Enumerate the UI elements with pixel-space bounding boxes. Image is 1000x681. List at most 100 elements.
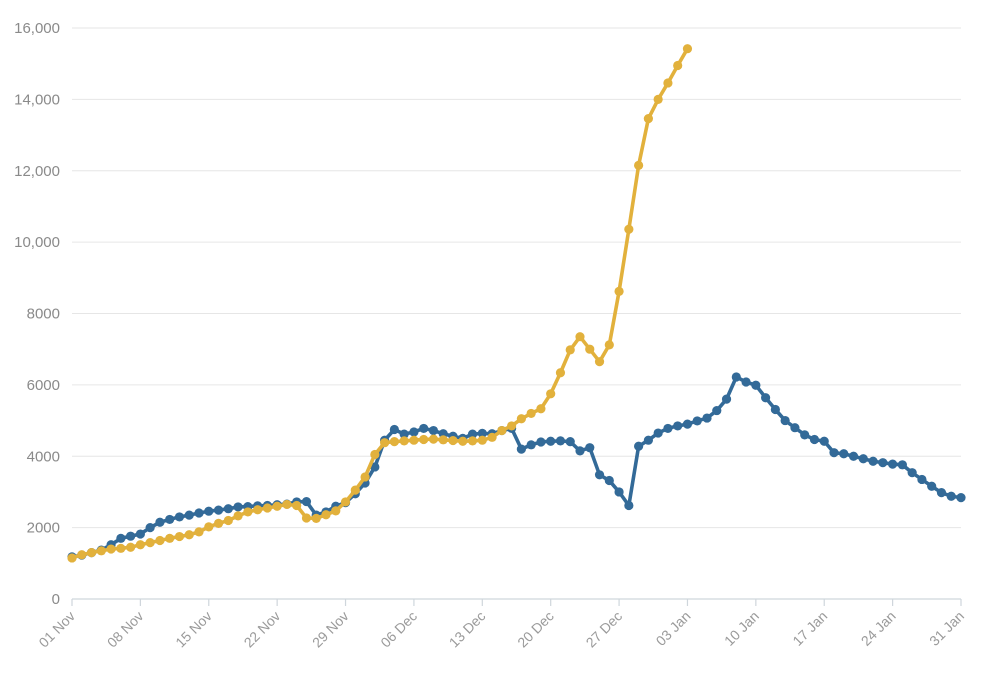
data-point: [800, 430, 810, 440]
y-tick-label: 4000: [27, 448, 60, 465]
data-point: [399, 429, 409, 439]
data-point: [448, 435, 458, 446]
data-point: [350, 485, 360, 495]
y-tick-label: 14,000: [14, 91, 60, 108]
x-tick-label: 13 Dec: [446, 608, 489, 651]
data-point: [585, 344, 595, 354]
data-point: [839, 449, 849, 459]
data-point: [536, 404, 546, 414]
series-line: [70, 46, 690, 560]
data-point: [86, 548, 97, 558]
data-point: [614, 286, 624, 296]
data-point: [643, 435, 653, 445]
data-point: [428, 425, 439, 436]
data-point: [614, 487, 624, 497]
data-point: [585, 443, 595, 453]
x-tick-label: 17 Jan: [789, 608, 830, 649]
data-point: [546, 389, 556, 399]
data-point: [751, 380, 761, 390]
y-tick-label: 6000: [27, 377, 60, 394]
data-point: [663, 423, 673, 434]
data-point: [809, 434, 820, 445]
data-point: [878, 458, 888, 468]
data-point: [340, 497, 351, 507]
data-point: [194, 508, 204, 518]
data-point: [145, 523, 155, 533]
data-point: [565, 345, 575, 355]
x-tick-label: 20 Dec: [514, 608, 557, 651]
data-point: [624, 500, 634, 511]
data-point: [653, 94, 663, 104]
data-point: [262, 503, 272, 513]
data-point: [301, 513, 312, 523]
data-point: [643, 114, 653, 124]
data-point: [233, 502, 243, 512]
data-point: [663, 78, 673, 88]
data-point: [370, 449, 380, 460]
x-tick-label: 15 Nov: [172, 608, 215, 651]
data-point: [292, 500, 302, 511]
data-point: [516, 414, 526, 424]
data-point: [96, 546, 106, 556]
data-point: [682, 419, 693, 429]
data-point: [770, 404, 780, 415]
x-tick-label: 08 Nov: [104, 608, 147, 651]
data-point: [741, 377, 751, 387]
data-point: [702, 413, 712, 423]
data-point: [106, 544, 116, 554]
y-tick-label: 2000: [27, 520, 60, 537]
data-point: [126, 542, 136, 552]
data-point: [116, 543, 126, 553]
data-point: [917, 474, 927, 485]
data-point: [301, 496, 312, 507]
x-tick-label: 29 Nov: [309, 608, 352, 651]
data-point: [516, 444, 526, 454]
data-point: [272, 501, 282, 511]
data-point: [907, 468, 917, 478]
data-point: [477, 428, 487, 439]
data-point: [409, 427, 419, 437]
data-point: [419, 434, 429, 445]
data-point: [780, 415, 790, 426]
x-tick-label: 10 Jan: [721, 608, 762, 649]
series-layer: [67, 44, 966, 563]
data-point: [116, 533, 126, 543]
data-point: [321, 510, 331, 520]
data-point: [360, 472, 370, 482]
data-point: [927, 481, 937, 491]
y-tick-label: 8000: [27, 306, 60, 323]
data-point: [497, 425, 507, 436]
data-point: [126, 531, 136, 541]
data-point: [380, 438, 390, 448]
data-point: [761, 393, 771, 403]
data-point: [555, 436, 566, 446]
x-tick-label: 03 Jan: [653, 608, 694, 649]
data-point: [604, 340, 614, 350]
data-point: [165, 514, 175, 525]
data-point: [204, 522, 214, 532]
data-point: [174, 531, 185, 542]
data-point: [213, 518, 224, 528]
x-tick-label: 06 Dec: [377, 608, 420, 651]
data-point: [213, 505, 224, 515]
y-axis: 0 2000 4000 6000 8000 10,000 12,000 14,000 16,00…: [14, 20, 60, 608]
x-tick-label: 31 Jan: [926, 608, 967, 649]
data-point: [389, 437, 399, 447]
data-point: [594, 357, 605, 367]
data-point: [223, 515, 233, 526]
data-point: [594, 470, 605, 480]
data-point: [682, 44, 693, 54]
data-point: [819, 436, 829, 446]
data-point: [956, 493, 966, 503]
data-point: [888, 459, 898, 469]
y-tick-label: 12,000: [14, 163, 60, 180]
data-point: [653, 428, 663, 438]
data-point: [77, 550, 87, 560]
data-point: [712, 405, 722, 416]
data-point: [145, 538, 155, 548]
data-point: [790, 423, 800, 433]
x-tick-label: 01 Nov: [35, 608, 78, 651]
data-point: [624, 224, 634, 234]
data-point: [311, 513, 321, 523]
data-point: [428, 434, 439, 444]
